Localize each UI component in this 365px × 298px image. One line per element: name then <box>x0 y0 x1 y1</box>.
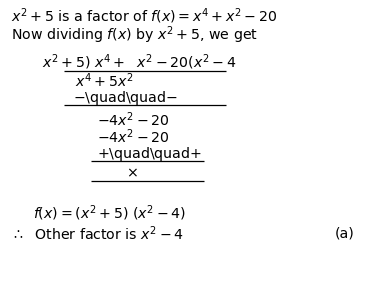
Text: $-4x^2-20$: $-4x^2-20$ <box>97 111 170 129</box>
Text: $x^4+5x^2$: $x^4+5x^2$ <box>75 71 134 90</box>
Text: Now dividing $f(x)$ by $x^2 + 5$, we get: Now dividing $f(x)$ by $x^2 + 5$, we get <box>11 24 258 46</box>
Text: $\therefore$  Other factor is $x^2 - 4$: $\therefore$ Other factor is $x^2 - 4$ <box>11 225 184 243</box>
Text: $x^2 + 5$ is a factor of $f(x) = x^4 + x^2 - 20$: $x^2 + 5$ is a factor of $f(x) = x^4 + x… <box>11 7 277 26</box>
Text: $-4x^2-20$: $-4x^2-20$ <box>97 127 170 146</box>
Text: $-$\quad\quad$-$: $-$\quad\quad$-$ <box>73 89 178 107</box>
Text: $f(x) = (x^2 + 5)\ (x^2 - 4)$: $f(x) = (x^2 + 5)\ (x^2 - 4)$ <box>33 203 186 223</box>
Text: $x^2+5$) $x^4+\ \ x^2-20$($x^2-4$: $x^2+5$) $x^4+\ \ x^2-20$($x^2-4$ <box>42 53 236 72</box>
Text: (a): (a) <box>334 227 354 241</box>
Text: $\times$: $\times$ <box>126 167 138 180</box>
Text: $+$\quad\quad$+$: $+$\quad\quad$+$ <box>97 145 201 163</box>
